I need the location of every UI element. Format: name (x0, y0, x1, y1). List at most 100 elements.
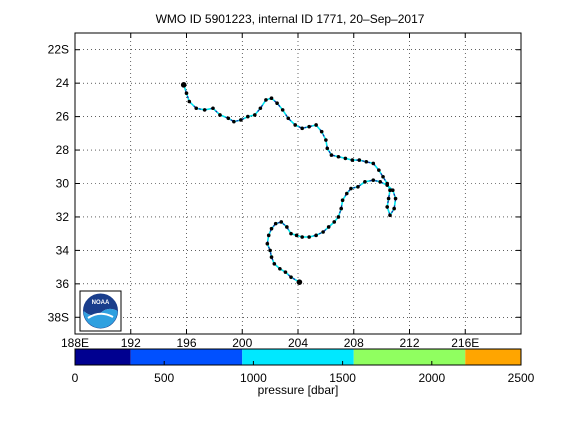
profile-marker (371, 178, 376, 182)
profile-marker (272, 261, 277, 266)
colorbar-tick-label: 1000 (240, 371, 267, 385)
longitude-tick-label: 196 (176, 336, 196, 350)
colorbar-tick-label: 2000 (418, 371, 445, 385)
profile-marker (363, 180, 367, 184)
profile-marker (280, 108, 285, 112)
profile-marker (232, 119, 236, 124)
colorbar-segment (353, 349, 466, 365)
profile-marker (278, 266, 282, 271)
longitude-labels: 188E 192 196 200 204 208 212 216E (61, 336, 479, 350)
profile-marker (180, 82, 187, 88)
latitude-tick-label: 36 (56, 277, 70, 291)
profile-marker (364, 159, 369, 164)
profile-marker (258, 106, 263, 111)
profile-marker (350, 158, 355, 162)
profile-marker (377, 168, 381, 172)
profile-marker (388, 213, 392, 218)
pressure-colorbar: 0 500 1000 1500 2000 2500 pressure [dbar] (72, 348, 535, 397)
profile-marker (385, 205, 390, 209)
profile-marker (386, 196, 391, 201)
profile-marker (336, 154, 341, 159)
colorbar-tick-label: 2500 (508, 371, 535, 385)
profile-marker (226, 116, 231, 121)
profile-marker (321, 230, 325, 234)
profile-marker (289, 231, 293, 236)
profile-marker (388, 188, 392, 192)
profile-marker (325, 146, 330, 151)
colorbar-tick-label: 500 (154, 371, 174, 385)
profile-marker (202, 108, 207, 112)
profile-marker (300, 126, 304, 131)
profile-marker (184, 91, 189, 95)
profile-marker (307, 124, 311, 129)
latitude-tick-label: 26 (56, 110, 70, 124)
profile-marker (187, 99, 192, 104)
latitude-tick-label: 28 (56, 143, 70, 157)
noaa-logo-text: NOAA (92, 300, 110, 306)
profile-marker (286, 116, 291, 121)
colorbar-segment (75, 349, 131, 365)
profile-marker (326, 225, 331, 229)
colorbar-ticks: 0 500 1000 1500 2000 2500 (72, 361, 535, 385)
profile-marker (339, 206, 344, 211)
map-ticks (74, 33, 521, 334)
colorbar-segment (465, 349, 521, 365)
profile-marker (289, 275, 293, 279)
profile-marker (296, 279, 303, 285)
longitude-tick-label: 216E (451, 336, 479, 350)
profile-marker (392, 206, 396, 211)
map-background (75, 33, 521, 334)
profile-marker (307, 235, 311, 239)
profile-marker (340, 198, 345, 203)
latitude-tick-label: 34 (56, 243, 70, 257)
figure-title: WMO ID 5901223, internal ID 1771, 20–Sep… (156, 12, 425, 26)
colorbar-tick-label: 1500 (329, 371, 356, 385)
latitude-tick-label: 30 (56, 177, 70, 191)
longitude-tick-label: 212 (399, 336, 419, 350)
profile-marker (381, 175, 385, 179)
profile-marker (294, 233, 299, 238)
profile-marker (194, 106, 199, 111)
map-axes: 188E 192 196 200 204 208 212 216E 22S 24 26 28 30 32… (48, 32, 522, 350)
profile-marker (393, 196, 398, 201)
profile-marker (319, 129, 324, 134)
profile-marker (246, 114, 250, 119)
float-trajectory (180, 82, 398, 285)
profile-marker (390, 188, 395, 192)
profile-marker (332, 220, 337, 224)
profile-marker (314, 233, 318, 238)
profile-marker (349, 186, 353, 191)
latitude-tick-label: 22S (48, 43, 69, 57)
profile-marker (385, 183, 390, 187)
profile-marker (269, 96, 274, 101)
profile-marker (252, 113, 257, 117)
longitude-tick-label: 200 (232, 336, 252, 350)
profile-marker (275, 101, 279, 106)
profile-marker (343, 156, 348, 161)
profile-marker (371, 161, 376, 166)
profile-marker (293, 123, 298, 127)
profile-marker (239, 118, 243, 122)
noaa-logo: NOAA (79, 290, 122, 332)
profile-marker (314, 123, 318, 127)
longitude-tick-label: 204 (288, 336, 308, 350)
profile-marker (300, 235, 304, 239)
colorbar-frame (74, 348, 522, 366)
latitude-tick-label: 38S (48, 310, 69, 324)
latitude-tick-label: 32 (56, 210, 70, 224)
colorbar-tick-label: 0 (72, 371, 79, 385)
profile-marker (269, 255, 274, 259)
profile-marker (357, 158, 362, 162)
profile-marker (279, 220, 284, 224)
colorbar-segment (242, 349, 354, 365)
profile-marker (356, 185, 360, 189)
longitude-tick-label: 188E (61, 336, 89, 350)
longitude-tick-label: 192 (121, 336, 141, 350)
profile-marker (378, 180, 383, 184)
profile-marker (285, 225, 289, 229)
latitude-tick-label: 24 (56, 76, 70, 90)
profile-marker (268, 248, 272, 253)
colorbar-segment (130, 349, 243, 365)
profile-marker (273, 221, 278, 226)
